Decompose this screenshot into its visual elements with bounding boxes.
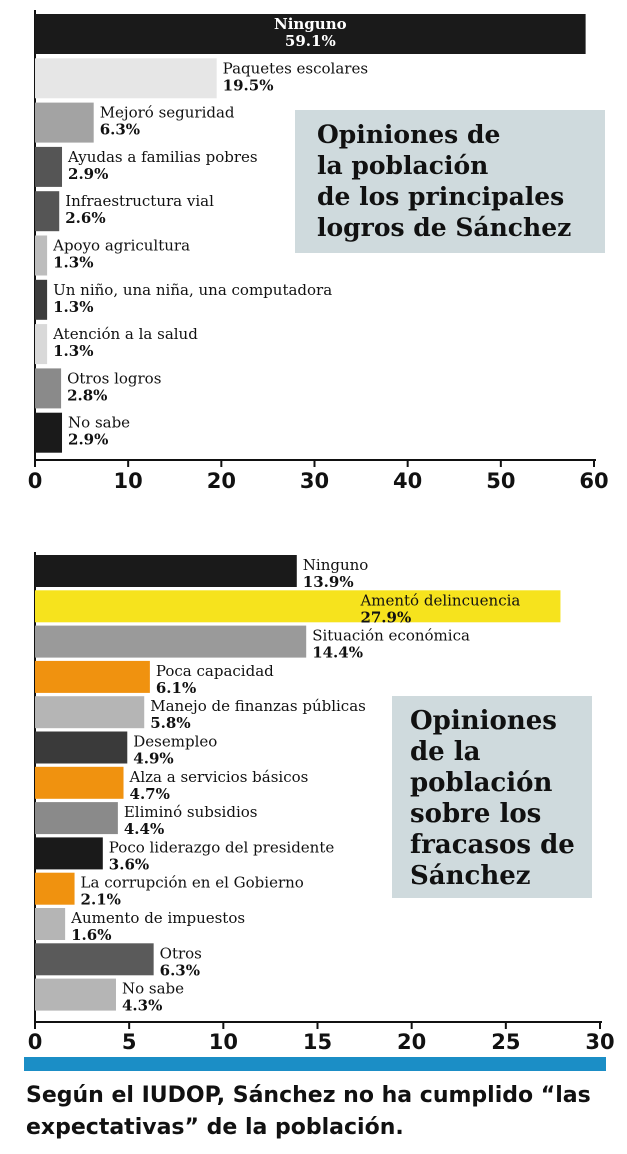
chart2-bar [35, 766, 124, 799]
chart1-category-label: Un niño, una niña, una computadora [53, 281, 332, 299]
chart2-data-label: 1.6% [71, 926, 111, 944]
chart2-title-line: Opiniones [410, 706, 557, 736]
chart2-bar [35, 837, 103, 870]
chart1-category-label: Ninguno [274, 15, 347, 33]
chart2-bar [35, 696, 145, 729]
chart2-data-label: 6.3% [160, 961, 200, 979]
chart1-data-label: 2.9% [68, 165, 108, 183]
chart1-data-label: 19.5% [223, 76, 274, 94]
chart2-data-label: 4.4% [124, 820, 164, 838]
chart1-bar [35, 146, 63, 187]
chart1-bar [35, 191, 60, 232]
chart2-category-label: Amentó delincuencia [359, 591, 520, 609]
chart2-tick-label: 25 [491, 1030, 520, 1054]
chart1-title-line: de los principales [317, 182, 565, 211]
chart1-category-label: Ayudas a familias pobres [67, 148, 258, 166]
chart2-category-label: Situación económica [312, 627, 470, 645]
chart2-title: Opiniones de la población sobre los frac… [392, 696, 592, 898]
chart2-data-label: 3.6% [109, 855, 149, 873]
chart1-title-line: logros de Sánchez [317, 213, 572, 242]
chart1-data-label: 6.3% [100, 121, 140, 139]
chart1-title-line: Opiniones de [317, 120, 501, 149]
chart1-tick-label: 50 [486, 469, 515, 493]
chart1-category-label: No sabe [68, 414, 130, 432]
chart1-category-label: Atención a la salud [52, 325, 198, 343]
chart2-data-label: 2.1% [81, 891, 121, 909]
chart2-title-line: población [410, 768, 553, 798]
chart1-bar [35, 58, 217, 99]
chart1-bar [35, 102, 94, 143]
chart1-data-label: 2.6% [65, 209, 105, 227]
chart2-category-label: No sabe [122, 980, 184, 998]
chart2-title-line: fracasos de [410, 830, 575, 860]
chart1-bar [35, 14, 586, 54]
chart2-bar [35, 731, 128, 764]
chart2-tick-label: 5 [122, 1030, 137, 1054]
chart2-tick-label: 10 [209, 1030, 238, 1054]
chart2-category-label: Eliminó subsidios [124, 803, 258, 821]
chart2-title-line: de la [410, 737, 481, 767]
chart2-bar [35, 978, 116, 1011]
chart1-tick-label: 40 [393, 469, 422, 493]
chart1-category-label: Paquetes escolares [223, 59, 368, 77]
chart1-data-label: 2.9% [68, 431, 108, 449]
chart1-category-label: Mejoró seguridad [100, 104, 235, 122]
chart2-tick-label: 0 [28, 1030, 43, 1054]
chart1-category-label: Infraestructura vial [65, 192, 214, 210]
chart2-bar [35, 872, 75, 905]
chart1-tick-label: 60 [579, 469, 608, 493]
chart2-data-label: 4.3% [122, 997, 162, 1015]
chart2-bar [35, 802, 118, 835]
chart2-category-label: Otros [160, 944, 202, 962]
chart1-category-label: Otros logros [67, 369, 161, 387]
chart1-title-line: la población [317, 151, 489, 180]
chart1-data-label: 2.8% [67, 386, 107, 404]
chart2-category-label: La corrupción en el Gobierno [81, 874, 304, 892]
chart2-category-label: Aumento de impuestos [70, 909, 245, 927]
chart1-tick-label: 0 [28, 469, 43, 493]
chart1-bar [35, 368, 62, 409]
chart2-data-label: 5.8% [150, 714, 190, 732]
chart2-tick-label: 20 [397, 1030, 426, 1054]
chart2-data-label: 4.7% [130, 785, 170, 803]
chart1-tick-label: 10 [114, 469, 143, 493]
chart2-bar [35, 555, 297, 587]
chart2-bar [35, 625, 307, 658]
chart2-category-label: Alza a servicios básicos [129, 768, 309, 786]
footer-bar [24, 1057, 606, 1071]
chart2-category-label: Desempleo [133, 733, 217, 751]
chart2-data-label: 13.9% [303, 573, 354, 591]
chart2-data-label: 4.9% [133, 750, 173, 768]
chart2-data-label: 6.1% [156, 679, 196, 697]
chart2-bar [35, 660, 150, 693]
chart1-data-label: 59.1% [285, 32, 336, 50]
chart2-category-label: Ninguno [303, 556, 369, 574]
chart1-bar [35, 324, 48, 365]
chart1-data-label: 1.3% [53, 298, 93, 316]
chart2-data-label: 27.9% [360, 608, 411, 626]
chart2-tick-label: 15 [303, 1030, 332, 1054]
chart2-bar [35, 943, 154, 976]
chart2-data-label: 14.4% [312, 644, 363, 662]
chart1-data-label: 1.3% [53, 342, 93, 360]
chart1-tick-label: 30 [300, 469, 329, 493]
chart2-bar [35, 590, 561, 623]
chart1-data-label: 1.3% [53, 254, 93, 272]
chart2-category-label: Poca capacidad [156, 662, 274, 680]
chart1-bar [35, 412, 63, 453]
chart2-title-line: Sánchez [410, 861, 531, 891]
chart2-tick-label: 30 [585, 1030, 614, 1054]
chart2-bar [35, 908, 66, 940]
chart1-category-label: Apoyo agricultura [52, 237, 190, 255]
chart2-category-label: Manejo de finanzas públicas [150, 697, 366, 715]
chart1-bar [35, 235, 48, 276]
chart1-title: Opiniones de la población de los princip… [295, 110, 605, 253]
chart1-tick-label: 20 [207, 469, 236, 493]
chart2-category-label: Poco liderazgo del presidente [109, 838, 335, 856]
caption: Según el IUDOP, Sánchez no ha cumplido “… [26, 1083, 591, 1140]
chart1-bar [35, 279, 48, 320]
chart2-title-line: sobre los [410, 799, 542, 829]
